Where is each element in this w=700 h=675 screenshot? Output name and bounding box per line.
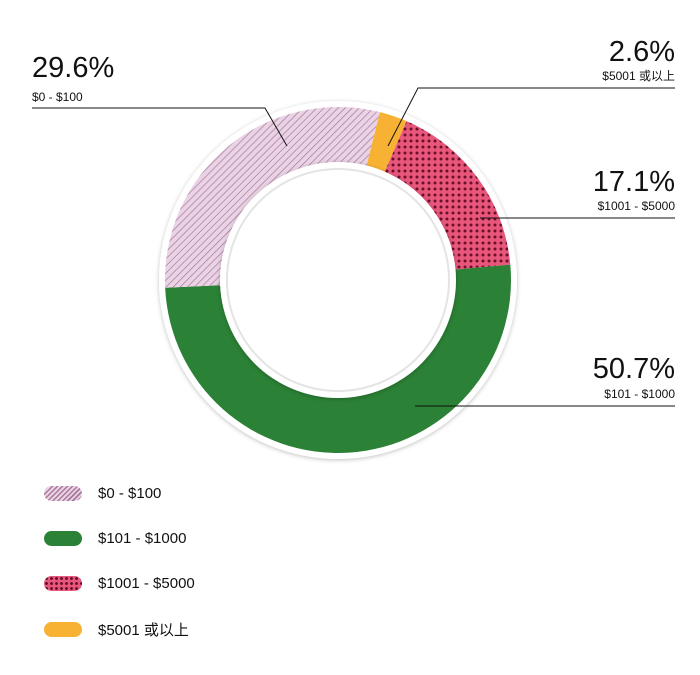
donut-slice-1	[383, 121, 511, 270]
data-label-pct-5001: 2.6%	[608, 36, 675, 68]
donut-hole	[226, 168, 450, 392]
data-label-cat-101-1000: $101 - $1000	[604, 387, 675, 401]
legend-label: $0 - $100	[98, 485, 162, 502]
data-label-pct-1001-5000: 17.1%	[592, 166, 675, 198]
legend-item-5001: $5001 或以上	[44, 619, 189, 640]
data-label-cat-1001-5000: $1001 - $5000	[597, 199, 675, 213]
legend-item-0-100: $0 - $100	[44, 485, 161, 502]
legend-label: $1001 - $5000	[98, 575, 195, 592]
donut-slice-0	[366, 112, 407, 174]
legend-swatch	[44, 622, 82, 637]
data-label-cat-0-100: $0 - $100	[32, 90, 83, 104]
legend-swatch	[44, 531, 82, 546]
donut-slice-3	[165, 106, 380, 288]
data-label-cat-5001: $5001 或以上	[602, 69, 675, 83]
legend-swatch	[44, 576, 82, 591]
leader-line-0-100	[32, 107, 288, 147]
legend-swatch	[44, 486, 82, 501]
leader-line-5001	[387, 87, 675, 147]
legend-label: $101 - $1000	[98, 530, 187, 547]
legend-label: $5001 或以上	[98, 622, 189, 639]
data-label-pct-101-1000: 50.7%	[592, 353, 675, 385]
legend-item-1001-5000: $1001 - $5000	[44, 575, 195, 592]
data-label-pct-0-100: 29.6%	[32, 52, 115, 84]
legend-item-101-1000: $101 - $1000	[44, 530, 186, 547]
